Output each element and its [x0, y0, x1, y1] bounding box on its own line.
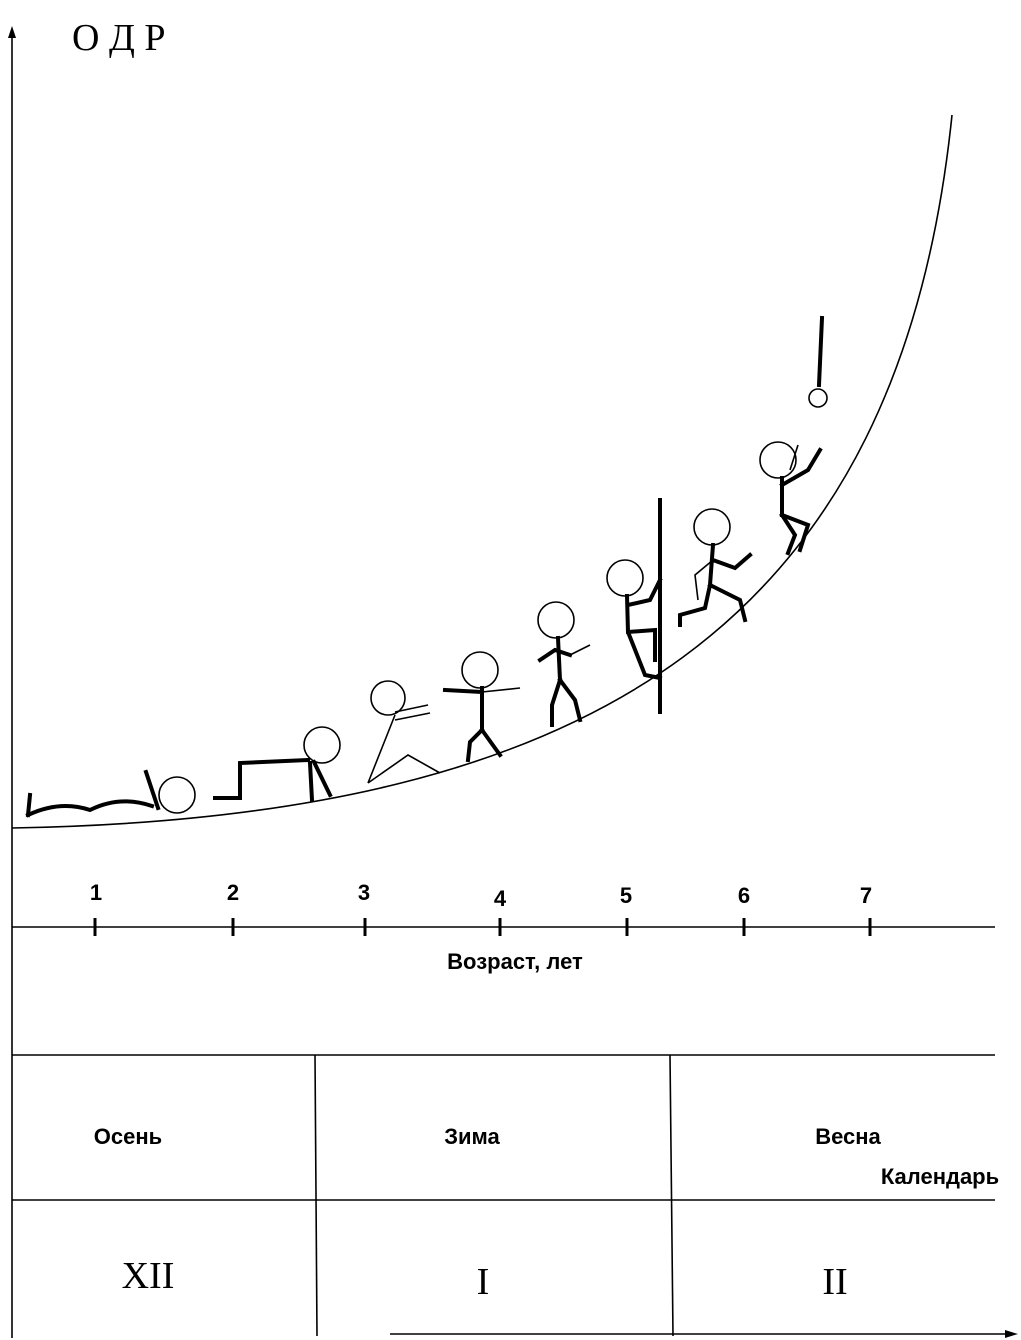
season: Зима: [444, 1124, 500, 1149]
age-tick: 6: [738, 883, 750, 908]
figures: [28, 318, 827, 815]
month: XII: [122, 1255, 175, 1297]
calendar-label: Календарь: [881, 1164, 999, 1189]
age-tick: 4: [494, 886, 507, 911]
y-axis-label: О Д Р: [72, 17, 166, 59]
age-tick: 1: [90, 880, 102, 905]
x-axis-label: Возраст, лет: [447, 949, 583, 974]
age-tick: 5: [620, 883, 632, 908]
month: II: [822, 1261, 847, 1303]
season: Весна: [815, 1124, 881, 1149]
season: Осень: [94, 1124, 162, 1149]
diagram: О Д Р 1 2 3 4 5 6 7 Возраст, лет Осень З…: [0, 0, 1021, 1340]
age-tick: 2: [227, 880, 239, 905]
age-tick: 3: [358, 880, 370, 905]
age-tick: 7: [860, 883, 872, 908]
month: I: [477, 1261, 490, 1303]
